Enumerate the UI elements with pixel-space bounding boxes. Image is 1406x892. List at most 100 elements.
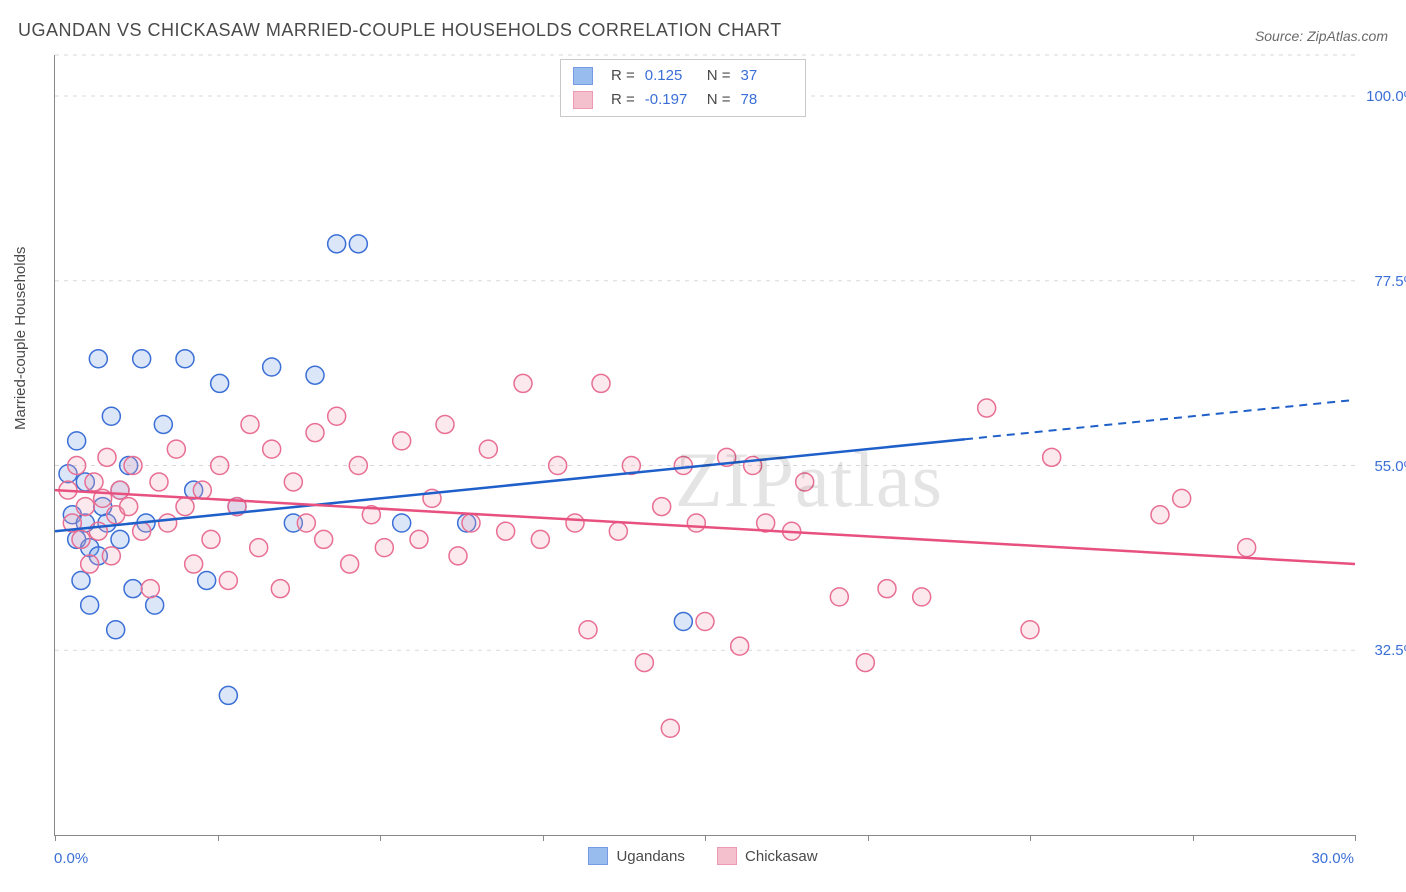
data-point bbox=[85, 473, 103, 491]
data-point bbox=[579, 621, 597, 639]
scatter-plot-svg bbox=[55, 55, 1355, 835]
data-point bbox=[111, 530, 129, 548]
data-point bbox=[72, 530, 90, 548]
data-point bbox=[449, 547, 467, 565]
data-point bbox=[250, 539, 268, 557]
data-point bbox=[497, 522, 515, 540]
data-point bbox=[978, 399, 996, 417]
data-point bbox=[102, 407, 120, 425]
data-point bbox=[1021, 621, 1039, 639]
data-point bbox=[76, 498, 94, 516]
x-tick-mark bbox=[1355, 835, 1356, 841]
source-attribution: Source: ZipAtlas.com bbox=[1255, 28, 1388, 44]
data-point bbox=[198, 571, 216, 589]
trend-line-extrapolated bbox=[965, 400, 1355, 439]
data-point bbox=[120, 498, 138, 516]
data-point bbox=[349, 457, 367, 475]
data-point bbox=[436, 415, 454, 433]
data-point bbox=[219, 571, 237, 589]
x-tick-mark bbox=[868, 835, 869, 841]
data-point bbox=[315, 530, 333, 548]
data-point bbox=[1043, 448, 1061, 466]
r-label: R = bbox=[611, 88, 635, 112]
r-value-ugandans: 0.125 bbox=[645, 64, 697, 88]
data-point bbox=[211, 457, 229, 475]
r-label: R = bbox=[611, 64, 635, 88]
data-point bbox=[185, 555, 203, 573]
data-point bbox=[830, 588, 848, 606]
data-point bbox=[731, 637, 749, 655]
x-tick-mark bbox=[380, 835, 381, 841]
data-point bbox=[549, 457, 567, 475]
data-point bbox=[133, 350, 151, 368]
data-point bbox=[81, 596, 99, 614]
data-point bbox=[566, 514, 584, 532]
data-point bbox=[696, 613, 714, 631]
data-point bbox=[89, 522, 107, 540]
data-point bbox=[193, 481, 211, 499]
data-point bbox=[609, 522, 627, 540]
data-point bbox=[284, 473, 302, 491]
data-point bbox=[89, 350, 107, 368]
data-point bbox=[81, 555, 99, 573]
data-point bbox=[159, 514, 177, 532]
data-point bbox=[1238, 539, 1256, 557]
data-point bbox=[856, 654, 874, 672]
data-point bbox=[263, 358, 281, 376]
x-tick-mark bbox=[218, 835, 219, 841]
data-point bbox=[219, 686, 237, 704]
data-point bbox=[271, 580, 289, 598]
data-point bbox=[635, 654, 653, 672]
data-point bbox=[375, 539, 393, 557]
data-point bbox=[241, 415, 259, 433]
data-point bbox=[167, 440, 185, 458]
data-point bbox=[297, 514, 315, 532]
stats-legend-box: R = 0.125 N = 37 R = -0.197 N = 78 bbox=[560, 59, 806, 117]
x-tick-mark bbox=[1193, 835, 1194, 841]
swatch-ugandans bbox=[573, 67, 593, 85]
y-axis-label: Married-couple Households bbox=[12, 247, 29, 430]
data-point bbox=[306, 424, 324, 442]
data-point bbox=[107, 621, 125, 639]
data-point bbox=[514, 374, 532, 392]
data-point bbox=[687, 514, 705, 532]
data-point bbox=[146, 596, 164, 614]
swatch-chickasaw bbox=[573, 91, 593, 109]
data-point bbox=[124, 580, 142, 598]
data-point bbox=[674, 457, 692, 475]
y-tick-label: 32.5% bbox=[1361, 642, 1406, 659]
data-point bbox=[341, 555, 359, 573]
data-point bbox=[674, 613, 692, 631]
data-point bbox=[98, 448, 116, 466]
data-point bbox=[796, 473, 814, 491]
stats-row-ugandans: R = 0.125 N = 37 bbox=[573, 64, 793, 88]
n-value-ugandans: 37 bbox=[741, 64, 793, 88]
data-point bbox=[154, 415, 172, 433]
x-tick-mark bbox=[705, 835, 706, 841]
data-point bbox=[328, 235, 346, 253]
data-point bbox=[393, 432, 411, 450]
plot-area: R = 0.125 N = 37 R = -0.197 N = 78 ZIPat… bbox=[54, 55, 1355, 836]
stats-row-chickasaw: R = -0.197 N = 78 bbox=[573, 88, 793, 112]
legend-item-chickasaw: Chickasaw bbox=[717, 847, 818, 865]
data-point bbox=[211, 374, 229, 392]
data-point bbox=[653, 498, 671, 516]
data-point bbox=[124, 457, 142, 475]
data-point bbox=[133, 522, 151, 540]
data-point bbox=[878, 580, 896, 598]
x-tick-mark bbox=[1030, 835, 1031, 841]
data-point bbox=[263, 440, 281, 458]
y-tick-label: 55.0% bbox=[1361, 458, 1406, 475]
data-point bbox=[479, 440, 497, 458]
y-tick-label: 100.0% bbox=[1361, 88, 1406, 105]
x-tick-mark bbox=[543, 835, 544, 841]
data-point bbox=[1151, 506, 1169, 524]
data-point bbox=[306, 366, 324, 384]
data-point bbox=[68, 457, 86, 475]
data-point bbox=[176, 498, 194, 516]
chart-title: UGANDAN VS CHICKASAW MARRIED-COUPLE HOUS… bbox=[18, 20, 782, 41]
data-point bbox=[393, 514, 411, 532]
data-point bbox=[202, 530, 220, 548]
data-point bbox=[592, 374, 610, 392]
data-point bbox=[913, 588, 931, 606]
